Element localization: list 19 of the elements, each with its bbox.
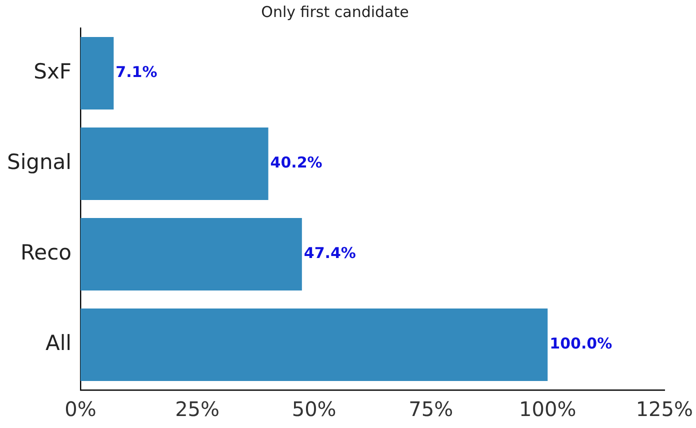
y-tick-label: Reco: [20, 240, 72, 265]
y-tick-label: Signal: [6, 150, 72, 174]
data-label: 40.2%: [270, 154, 322, 172]
bar: [80, 37, 114, 110]
x-tick-label: 100%: [519, 397, 576, 422]
bar: [80, 218, 302, 290]
y-tick-label: All: [45, 331, 72, 356]
data-label: 100.0%: [550, 334, 612, 353]
bar: [80, 128, 268, 200]
chart-title: Only first candidate: [261, 2, 409, 21]
x-tick-label: 25%: [175, 397, 220, 422]
x-tick-label: 50%: [292, 397, 336, 422]
x-tick-label: 0%: [64, 397, 96, 422]
y-tick-label: SxF: [34, 60, 72, 84]
x-tick-label: 75%: [408, 397, 454, 422]
bar: [80, 308, 548, 381]
data-label: 7.1%: [116, 63, 158, 82]
data-label: 47.4%: [304, 244, 356, 262]
x-tick-label: 125%: [636, 397, 694, 422]
